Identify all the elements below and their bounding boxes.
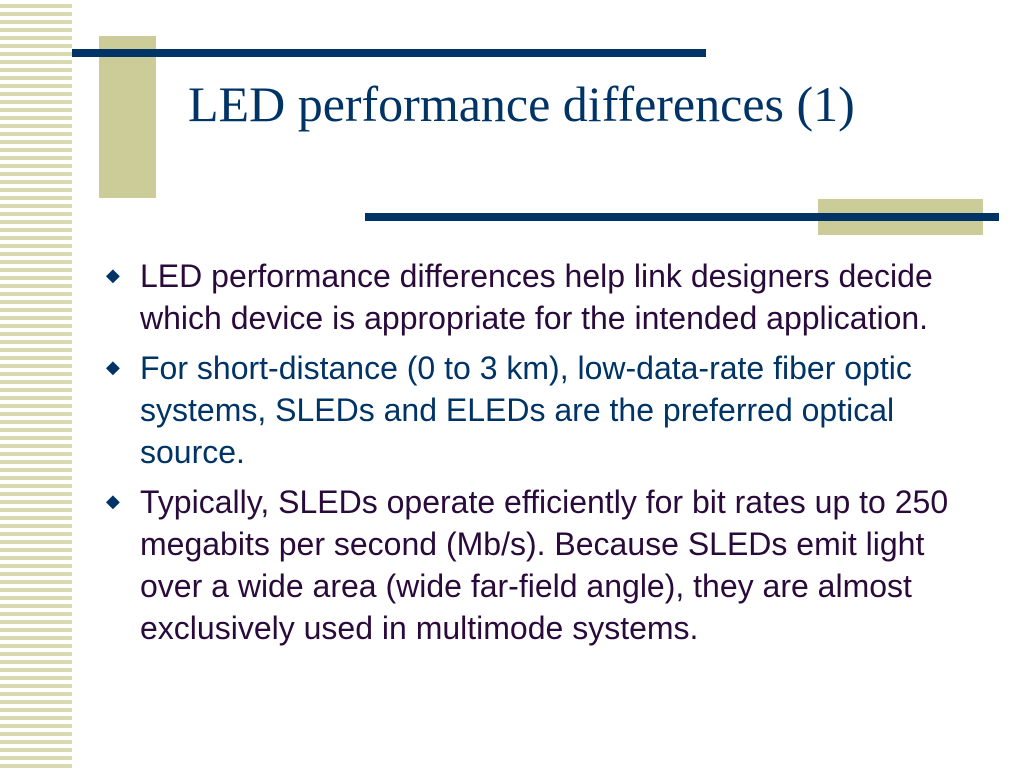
decorative-rule-top (72, 49, 706, 57)
decorative-stripe-band (0, 0, 72, 768)
slide-title: LED performance differences (1) (188, 76, 855, 132)
diamond-bullet-icon: ◆ (106, 265, 120, 286)
bullet-text: For short-distance (0 to 3 km), low-data… (140, 350, 912, 470)
bullet-item: ◆ For short-distance (0 to 3 km), low-da… (106, 347, 986, 473)
bullet-item: ◆ Typically, SLEDs operate efficiently f… (106, 481, 986, 649)
bullet-list: ◆ LED performance differences help link … (106, 255, 986, 657)
diamond-bullet-icon: ◆ (106, 357, 120, 378)
bullet-item: ◆ LED performance differences help link … (106, 255, 986, 339)
decorative-rule-bottom (365, 213, 999, 221)
diamond-bullet-icon: ◆ (106, 491, 120, 512)
decorative-accent-block-top (99, 36, 156, 198)
bullet-text: Typically, SLEDs operate efficiently for… (140, 484, 949, 646)
bullet-text: LED performance differences help link de… (140, 258, 933, 336)
